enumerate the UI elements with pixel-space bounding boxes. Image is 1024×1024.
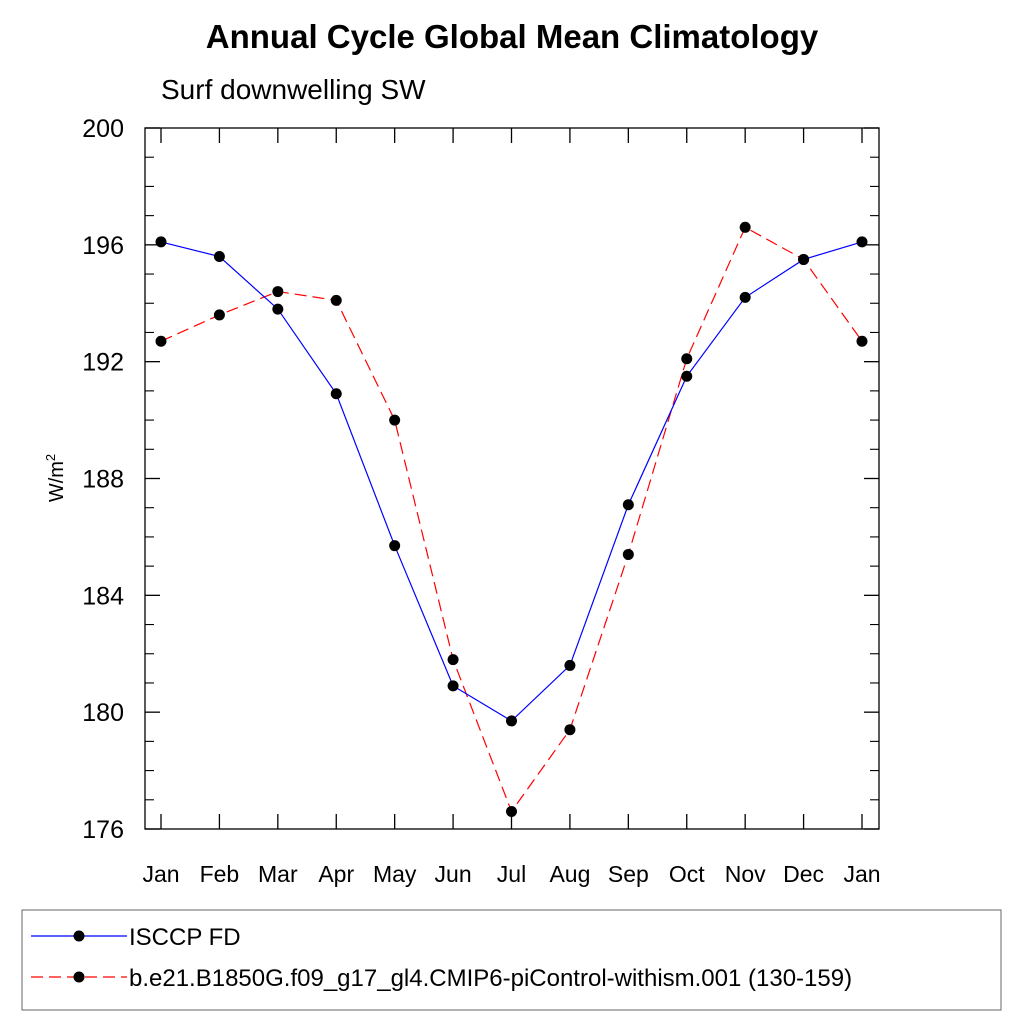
y-tick-label: 192 [82,349,124,377]
x-tick-label: Aug [549,861,590,887]
data-point [330,294,342,306]
data-point [272,303,284,315]
x-tick-label: Sep [608,861,649,887]
data-point [798,253,810,265]
data-point [564,659,576,671]
x-tick-label: Apr [318,861,354,887]
x-tick-label: Jun [435,861,472,887]
y-tick-label: 196 [82,232,124,260]
y-tick-label: 184 [82,582,124,610]
data-point [681,370,693,382]
data-point [389,414,401,426]
legend-swatch-marker [73,971,85,983]
x-tick-label: Oct [669,861,705,887]
x-tick-label: Dec [783,861,824,887]
y-axis-label-superscript: 2 [43,454,58,461]
data-point [739,291,751,303]
data-point [622,548,634,560]
y-axis-label-text: W/m [46,461,68,502]
x-tick-label: Jan [843,861,880,887]
y-tick-label: 200 [82,115,124,143]
data-point [330,388,342,400]
data-point [155,335,167,347]
x-tick-label: Nov [725,861,766,887]
chart-subtitle: Surf downwelling SW [161,74,426,105]
data-point [155,236,167,248]
data-point [213,251,225,263]
y-tick-label: 188 [82,466,124,494]
x-tick-label: Mar [258,861,298,887]
x-tick-label: Jul [497,861,526,887]
data-point [506,715,517,727]
legend-entry-label: b.e21.B1850G.f09_g17_gl4.CMIP6-piControl… [129,965,852,992]
data-point [447,680,459,692]
x-tick-label: May [373,861,417,887]
y-axis-label: W/m2 [43,454,68,502]
legend-swatch-marker [73,930,85,942]
data-point [213,309,225,321]
legend: ISCCP FD b.e21.B1850G.f09_g17_gl4.CMIP6-p… [21,909,1002,1011]
data-point [447,654,459,666]
axis-ticks: Jan Feb Mar Apr May Jun Jul Aug Sep Oct Nov Dec Jan 1… [82,115,880,887]
data-point [739,221,751,233]
data-point [564,724,576,736]
series-line [160,241,863,722]
data-point [622,499,634,511]
data-point [856,335,868,347]
legend-entry-label: ISCCP FD [129,924,241,951]
x-tick-label: Feb [200,861,240,887]
legend-box [21,909,1002,1011]
data-point [856,236,868,248]
data-series [155,221,868,817]
data-point [506,805,517,817]
y-tick-label: 176 [82,816,124,844]
x-tick-label: Jan [142,861,179,887]
series-1 [155,221,868,817]
y-tick-label: 180 [82,699,124,727]
data-point [389,540,401,552]
data-point [272,286,284,298]
plot-frame [144,127,880,830]
data-point [681,353,693,365]
chart-title: Annual Cycle Global Mean Climatology [206,18,819,55]
series-0 [155,236,868,727]
